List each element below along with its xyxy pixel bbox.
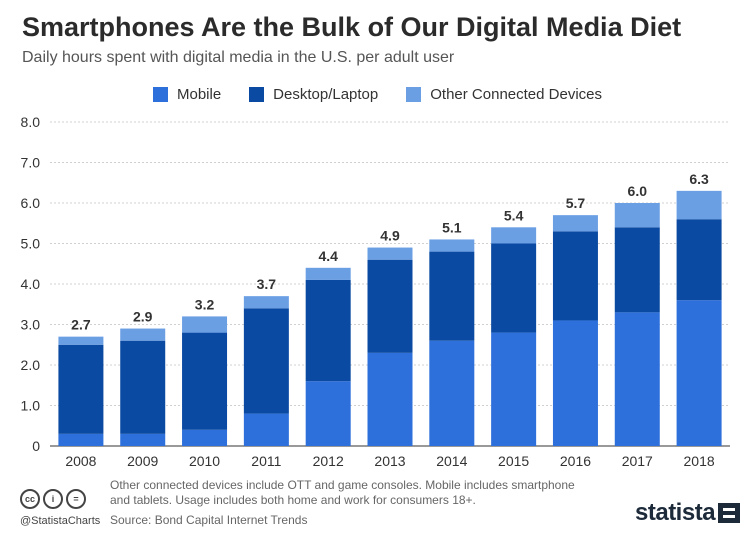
- bar-segment-other-connected-devices: [305, 267, 351, 280]
- bar-segment-desktop-laptop: [491, 243, 537, 333]
- bar-segment-mobile: [491, 332, 537, 446]
- bar-segment-desktop-laptop: [243, 308, 289, 414]
- x-tick-label: 2012: [313, 453, 344, 469]
- bar-segment-desktop-laptop: [614, 227, 660, 313]
- x-tick-label: 2014: [436, 453, 467, 469]
- bar-segment-mobile: [182, 429, 228, 446]
- y-tick-label: 6.0: [21, 195, 41, 211]
- legend-item-other: Other Connected Devices: [406, 86, 602, 103]
- bar-segment-desktop-laptop: [305, 279, 351, 382]
- bar-segment-other-connected-devices: [182, 316, 228, 333]
- bar-segment-other-connected-devices: [429, 239, 475, 252]
- bar-segment-other-connected-devices: [367, 247, 413, 260]
- x-tick-label: 2017: [622, 453, 653, 469]
- x-tick-label: 2010: [189, 453, 220, 469]
- bar-total-label: 5.4: [504, 207, 524, 223]
- bar-total-label: 6.3: [689, 171, 709, 187]
- bar-total-label: 5.1: [442, 219, 462, 235]
- statista-logo-text: statista: [635, 499, 716, 526]
- statista-logo[interactable]: statista: [635, 499, 741, 527]
- y-tick-label: 8.0: [21, 114, 41, 130]
- bar-total-label: 2.9: [133, 309, 153, 325]
- bar-segment-mobile: [367, 352, 413, 446]
- bar-total-label: 4.9: [380, 228, 400, 244]
- x-tick-label: 2016: [560, 453, 591, 469]
- bar-segment-desktop-laptop: [552, 231, 598, 321]
- bar-segment-desktop-laptop: [429, 251, 475, 341]
- legend-swatch-mobile: [152, 87, 168, 102]
- bar-total-label: 5.7: [566, 195, 586, 211]
- legend: Mobile Desktop/Laptop Other Connected De…: [0, 86, 755, 103]
- bar-segment-other-connected-devices: [243, 296, 289, 309]
- bar-segment-mobile: [243, 413, 289, 446]
- x-tick-label: 2015: [498, 453, 529, 469]
- bar-total-label: 3.2: [195, 296, 215, 312]
- twitter-handle[interactable]: @StatistaCharts: [20, 515, 101, 527]
- statista-logo-icon: [718, 503, 741, 523]
- bar-segment-desktop-laptop: [58, 344, 104, 434]
- legend-swatch-desktop: [249, 87, 265, 102]
- footer-note: Other connected devices include OTT and …: [110, 478, 575, 507]
- bar-total-label: 3.7: [257, 276, 277, 292]
- legend-label-desktop: Desktop/Laptop: [273, 86, 379, 103]
- legend-swatch-other: [406, 87, 422, 102]
- legend-item-mobile: Mobile: [152, 86, 222, 103]
- bar-segment-mobile: [552, 320, 598, 446]
- x-tick-label: 2013: [374, 453, 405, 469]
- bar-segment-other-connected-devices: [120, 328, 166, 341]
- legend-label-mobile: Mobile: [176, 86, 222, 103]
- legend-item-desktop: Desktop/Laptop: [249, 86, 378, 103]
- license-icons: cc i =: [20, 489, 86, 509]
- y-tick-label: 2.0: [21, 357, 41, 373]
- chart-subtitle: Daily hours spent with digital media in …: [22, 49, 455, 66]
- bar-segment-desktop-laptop: [676, 219, 722, 301]
- bar-segment-mobile: [58, 433, 104, 446]
- bar-total-label: 6.0: [628, 183, 648, 199]
- bar-segment-mobile: [120, 433, 166, 446]
- no-derivatives-icon[interactable]: =: [66, 489, 86, 509]
- x-tick-label: 2011: [251, 453, 281, 469]
- x-tick-label: 2009: [127, 453, 158, 469]
- creative-commons-icon[interactable]: cc: [20, 489, 40, 509]
- bar-segment-other-connected-devices: [58, 336, 104, 345]
- y-tick-label: 7.0: [21, 155, 41, 171]
- x-tick-label: 2018: [684, 453, 715, 469]
- x-tick-label: 2008: [65, 453, 96, 469]
- bar-segment-other-connected-devices: [676, 190, 722, 220]
- bar-segment-other-connected-devices: [491, 227, 537, 244]
- bar-segment-mobile: [676, 300, 722, 446]
- y-tick-label: 0: [32, 438, 40, 454]
- bar-segment-other-connected-devices: [614, 203, 660, 228]
- bar-segment-mobile: [429, 340, 475, 446]
- bar-total-label: 4.4: [318, 248, 338, 264]
- bar-total-label: 2.7: [71, 317, 91, 333]
- y-tick-label: 4.0: [21, 276, 41, 292]
- legend-label-other: Other Connected Devices: [430, 86, 603, 103]
- attribution-icon[interactable]: i: [43, 489, 63, 509]
- y-tick-label: 1.0: [21, 398, 41, 414]
- bar-segment-desktop-laptop: [120, 340, 166, 434]
- bar-segment-mobile: [305, 381, 351, 446]
- bar-segment-desktop-laptop: [182, 332, 228, 430]
- bar-segment-desktop-laptop: [367, 259, 413, 353]
- bar-segment-mobile: [614, 312, 660, 446]
- footer-source: Source: Bond Capital Internet Trends: [110, 513, 308, 527]
- bar-segment-other-connected-devices: [552, 215, 598, 232]
- chart-title: Smartphones Are the Bulk of Our Digital …: [22, 12, 682, 42]
- y-tick-label: 3.0: [21, 317, 41, 333]
- y-tick-label: 5.0: [21, 236, 41, 252]
